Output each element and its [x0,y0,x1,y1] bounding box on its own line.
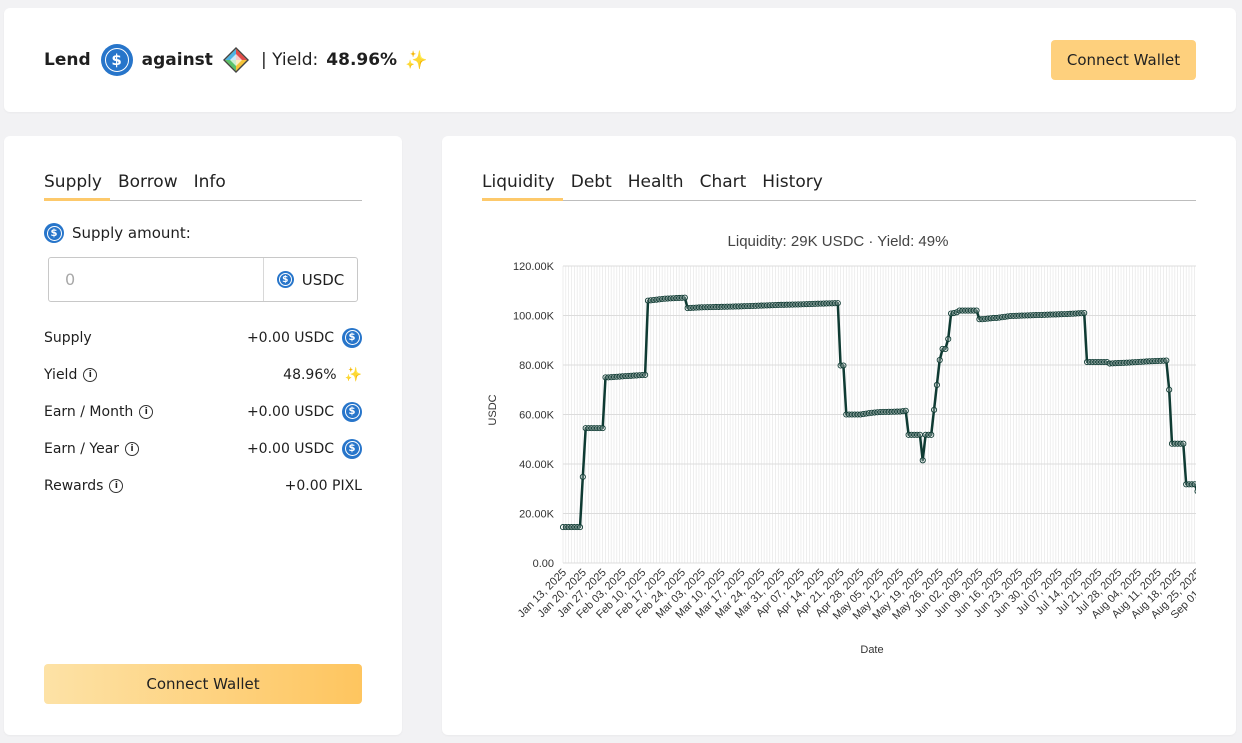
tab-chart[interactable]: Chart [699,172,747,192]
tab-info[interactable]: Info [193,172,226,192]
info-icon[interactable]: i [125,441,140,456]
row-label: Earn / Year [44,440,120,457]
against-label: against [141,50,213,70]
usdc-coin-icon: $ [342,401,362,422]
tab-history[interactable]: History [762,172,823,192]
info-icon[interactable]: i [109,478,124,493]
tab-borrow[interactable]: Borrow [117,172,178,192]
supply-amount-input[interactable] [49,258,263,301]
chart-panel: Liquidity Debt Health Chart History Liqu… [442,136,1236,735]
chart-tabs: Liquidity Debt Health Chart History [482,172,1196,201]
y-axis-label: USDC [487,394,499,425]
data-point [916,431,923,438]
data-point [1194,488,1196,494]
data-point [642,371,649,378]
summary-row-earn-month: Earn / Month i +0.00 USDC $ [44,393,362,430]
row-value: +0.00 USDC [246,440,334,457]
y-tick-label: 120.00K [513,261,555,273]
data-point [1163,357,1170,364]
data-point [1191,481,1196,488]
liquidity-chart: Liquidity: 29K USDC · Yield: 49% 0.00 20.… [487,233,1196,656]
supply-amount-label: $ Supply amount: [44,223,191,243]
row-value: +0.00 USDC [246,403,334,420]
data-point [681,294,688,301]
liquidity-series [559,294,1196,531]
pixl-gem-icon [221,45,251,75]
row-value: 48.96% [283,366,337,383]
tab-debt[interactable]: Debt [570,172,612,192]
data-point [945,335,952,343]
usdc-coin-icon: $ [44,223,64,243]
tab-health[interactable]: Health [627,172,684,192]
usdc-coin-icon: $ [100,44,133,76]
supply-panel: Supply Borrow Info $ Supply amount: $ US… [4,136,402,735]
row-value: +0.00 PIXL [284,477,362,494]
data-point [919,457,926,464]
supply-summary: Supply +0.00 USDC $ Yield i 48.96% ✨ Earn /… [44,319,362,504]
y-tick-label: 60.00K [519,410,555,422]
row-label: Supply [44,329,92,346]
tab-liquidity[interactable]: Liquidity [482,172,563,201]
sparkle-icon: ✨ [405,49,428,71]
data-point [579,473,586,480]
data-point [1180,440,1187,447]
data-point [942,345,949,352]
summary-row-rewards: Rewards i +0.00 PIXL [44,467,362,504]
data-point [840,362,847,369]
row-label: Yield [44,366,78,383]
summary-row-yield: Yield i 48.96% ✨ [44,356,362,393]
sparkle-icon: ✨ [344,366,362,383]
data-point [936,357,943,364]
header-yield-value: 48.96% [326,50,398,70]
data-point [902,407,909,414]
data-point [933,381,940,389]
y-tick-label: 0.00 [533,558,554,570]
info-icon[interactable]: i [83,367,98,382]
data-point [576,524,584,531]
info-icon[interactable]: i [139,404,154,419]
usdc-coin-icon: $ [342,327,362,348]
supply-tabs: Supply Borrow Info [44,172,362,201]
connect-wallet-button[interactable]: Connect Wallet [44,664,362,704]
data-point [931,406,938,413]
chart-title: Liquidity: 29K USDC · Yield: 49% [728,233,949,250]
summary-row-supply: Supply +0.00 USDC $ [44,319,362,356]
data-point [1166,386,1173,393]
data-point [1081,309,1088,317]
connect-wallet-button[interactable]: Connect Wallet [1051,40,1196,80]
lend-label: Lend [44,50,91,70]
currency-suffix: $ USDC [263,258,357,301]
usdc-coin-icon: $ [342,438,362,459]
y-tick-label: 40.00K [519,459,555,471]
usdc-coin-icon: $ [276,271,294,288]
page-title: Lend $ against | Yield: 48.96% ✨ [44,42,428,78]
data-point [834,300,841,307]
data-point [599,425,606,432]
data-point [973,307,980,314]
summary-row-earn-year: Earn / Year i +0.00 USDC $ [44,430,362,467]
x-axis-label: Date [860,644,883,656]
y-tick-label: 100.00K [513,311,555,323]
row-label: Rewards [44,477,104,494]
supply-amount-field: $ USDC [48,257,358,302]
data-point [928,431,935,438]
row-label: Earn / Month [44,403,134,420]
y-tick-label: 80.00K [519,360,555,372]
y-axis: 0.00 20.00K 40.00K 60.00K 80.00K 100.00K 120.0… [513,261,555,570]
y-tick-label: 20.00K [519,509,555,521]
yield-separator: | Yield: [260,50,319,70]
tab-supply[interactable]: Supply [44,172,110,201]
row-value: +0.00 USDC [246,329,334,346]
chart-grid [562,265,1196,564]
header-card: Lend $ against | Yield: 48.96% ✨ Connect… [4,8,1236,112]
